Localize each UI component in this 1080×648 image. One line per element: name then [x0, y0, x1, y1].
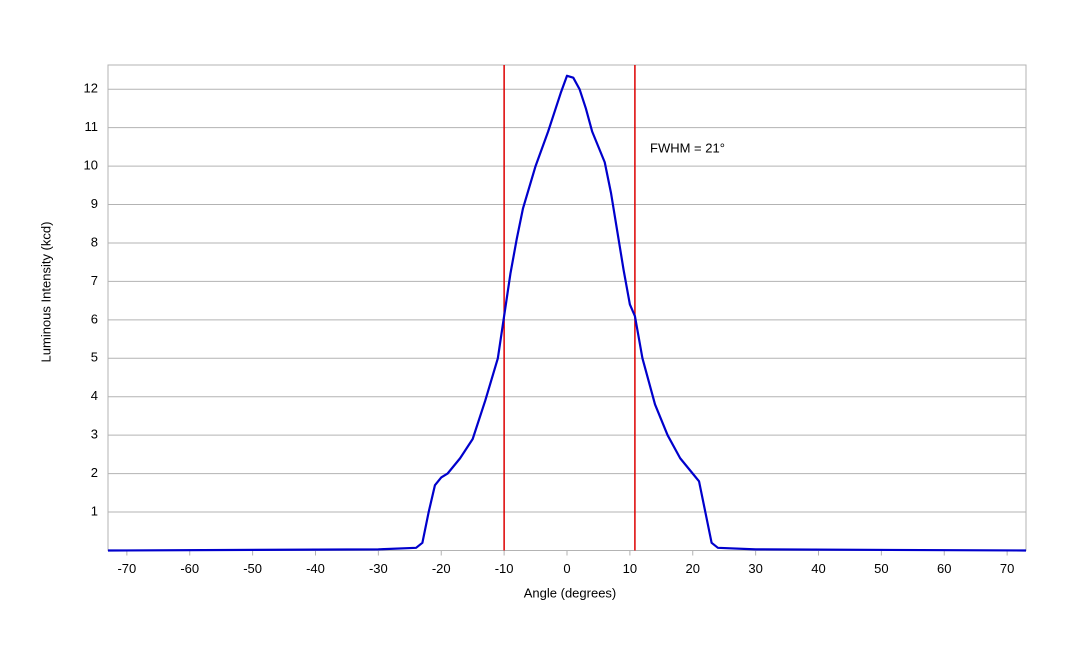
data-line — [107, 74, 1027, 552]
x-tick-label: 40 — [811, 561, 825, 576]
y-tick-label: 10 — [84, 158, 98, 173]
y-axis-label: Luminous Intensity (kcd) — [38, 222, 53, 363]
x-tick-label: -40 — [306, 561, 325, 576]
y-tick-label: 2 — [91, 465, 98, 480]
y-tick-label: 7 — [91, 273, 98, 288]
x-tick-label: -30 — [369, 561, 388, 576]
y-tick-label: 1 — [91, 503, 98, 518]
x-tick-label: -20 — [432, 561, 451, 576]
x-tick-label: -60 — [180, 561, 199, 576]
x-tick-label: -50 — [243, 561, 262, 576]
x-tick-label: 70 — [1000, 561, 1014, 576]
y-tick-label: 12 — [84, 81, 98, 96]
x-tick-label: 60 — [937, 561, 951, 576]
x-tick-label: -70 — [117, 561, 136, 576]
y-tick-label: 5 — [91, 350, 98, 365]
x-tick-label: 50 — [874, 561, 888, 576]
x-tick-label: 0 — [563, 561, 570, 576]
y-tick-label: 3 — [91, 427, 98, 442]
y-tick-label: 6 — [91, 311, 98, 326]
x-tick-label: 30 — [748, 561, 762, 576]
x-tick-label: 10 — [623, 561, 637, 576]
annotation: FWHM = 21° — [650, 140, 725, 155]
y-tick-label: 8 — [91, 234, 98, 249]
y-tick-label: 4 — [91, 388, 98, 403]
y-tick-label: 11 — [85, 119, 99, 134]
x-tick-label: 20 — [686, 561, 700, 576]
plot-frame — [107, 64, 1027, 551]
x-tick-label: -10 — [495, 561, 514, 576]
y-tick-label: 9 — [91, 196, 98, 211]
x-axis-label: Angle (degrees) — [524, 585, 617, 600]
